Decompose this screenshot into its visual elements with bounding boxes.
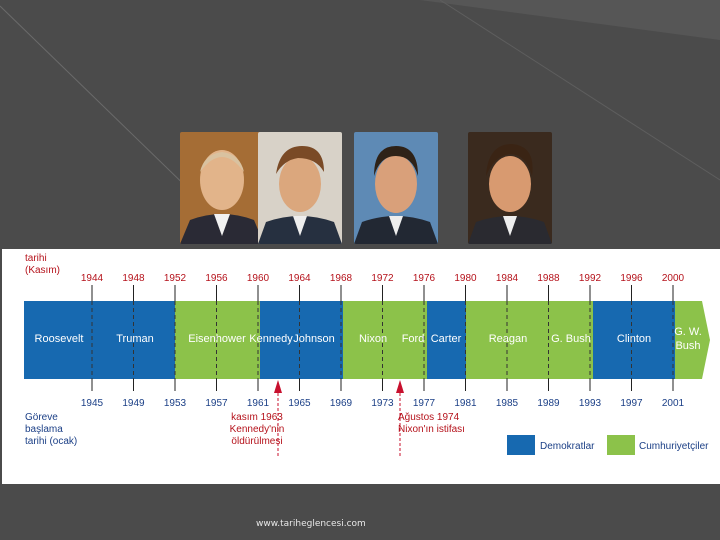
- inauguration-year-label: 1977: [413, 398, 436, 409]
- election-year-label: 1984: [496, 273, 519, 284]
- timeline-segment-8: [466, 301, 550, 379]
- portrait-eisenhower: [180, 132, 264, 244]
- portrait-reagan: [468, 132, 552, 244]
- election-year-label: 1992: [579, 273, 602, 284]
- election-year-label: 1968: [330, 273, 353, 284]
- legend-swatch-rep: [607, 435, 635, 455]
- event-kennedy-assassination: kasım 1963 Kennedy'nin öldürülmesi: [229, 412, 285, 448]
- timeline-segment-0: [24, 301, 100, 379]
- legend-swatch-dem: [507, 435, 535, 455]
- legend-label-rep: Cumhuriyetçiler: [639, 441, 709, 452]
- president-name: Kennedy: [249, 333, 293, 345]
- inauguration-year-label: 1945: [81, 398, 104, 409]
- timeline-segment-7: [427, 301, 466, 379]
- timeline-segment-2: [175, 301, 260, 379]
- footer-url[interactable]: www.tariheglencesi.com: [256, 519, 366, 529]
- timeline-segment-11: [675, 301, 710, 379]
- event-line: kasım 1963: [231, 412, 283, 423]
- timeline-segment-1: [100, 301, 175, 379]
- inauguration-year-label: 1961: [247, 398, 270, 409]
- inauguration-year-label: 1957: [205, 398, 228, 409]
- timeline-panel: 1944 1948 1952 1956 1960 1964 1968 1972 1976 1980…: [2, 249, 720, 484]
- portrait-nixon: [354, 132, 438, 244]
- legend-label-dem: Demokratlar: [540, 441, 595, 452]
- inauguration-year-label: 1965: [288, 398, 311, 409]
- president-name: Ford: [402, 333, 425, 345]
- inauguration-year-label: 1953: [164, 398, 187, 409]
- inauguration-year-label: 1981: [454, 398, 477, 409]
- president-name: Truman: [116, 333, 154, 345]
- bottom-axis-label-line: başlama: [25, 424, 63, 435]
- inauguration-year-label: 1989: [537, 398, 560, 409]
- president-name: Reagan: [489, 333, 528, 345]
- timeline-segment-9: [550, 301, 593, 379]
- election-year-label: 1952: [164, 273, 187, 284]
- inauguration-year-label: 2001: [662, 398, 685, 409]
- inauguration-year-label: 1997: [620, 398, 643, 409]
- event-marker-0: [274, 380, 282, 393]
- timeline-segment-6: [404, 301, 427, 379]
- event-line: Ağustos 1974: [398, 412, 460, 423]
- election-year-label: 1944: [81, 273, 104, 284]
- timeline-segment-3: [260, 301, 289, 379]
- timeline-segment-5: [343, 301, 404, 379]
- timeline-segment-10: [593, 301, 675, 379]
- president-name: Carter: [431, 333, 462, 345]
- president-name: Johnson: [293, 333, 335, 345]
- election-year-label: 1960: [247, 273, 270, 284]
- bottom-axis-label: Göreve başlama tarihi (ocak): [25, 412, 77, 448]
- election-year-label: 1972: [371, 273, 394, 284]
- president-name: Bush: [675, 340, 700, 352]
- event-nixon-resignation: Ağustos 1974 Nixon'ın istifası: [398, 412, 465, 436]
- election-year-label: 1948: [122, 273, 145, 284]
- inauguration-year-label: 1969: [330, 398, 353, 409]
- top-axis-label: tarihi (Kasım): [25, 253, 60, 277]
- portrait-kennedy: [258, 132, 342, 244]
- president-name: Roosevelt: [35, 333, 84, 345]
- president-name: G. Bush: [551, 333, 591, 345]
- event-line: Nixon'ın istifası: [398, 424, 465, 435]
- inauguration-year-label: 1973: [371, 398, 394, 409]
- inauguration-year-label: 1949: [122, 398, 145, 409]
- president-name: Clinton: [617, 333, 651, 345]
- bottom-axis-label-line: Göreve: [25, 412, 58, 423]
- event-marker-1: [396, 380, 404, 393]
- president-name: G. W.: [674, 326, 702, 338]
- election-year-label: 2000: [662, 273, 685, 284]
- event-line: Kennedy'nin: [229, 424, 285, 435]
- election-year-label: 1996: [620, 273, 643, 284]
- election-year-label: 1980: [454, 273, 477, 284]
- election-year-label: 1988: [537, 273, 560, 284]
- bottom-axis-label-line: tarihi (ocak): [25, 436, 78, 447]
- election-year-label: 1956: [205, 273, 228, 284]
- top-axis-label-line: tarihi: [25, 253, 47, 264]
- timeline-svg: 1944 1948 1952 1956 1960 1964 1968 1972 1976 1980…: [24, 273, 710, 457]
- president-name: Nixon: [359, 333, 387, 345]
- election-year-label: 1964: [288, 273, 311, 284]
- top-axis-label-line: (Kasım): [25, 265, 60, 276]
- president-name: Eisenhower: [188, 333, 246, 345]
- election-year-label: 1976: [413, 273, 436, 284]
- timeline-segment-4: [289, 301, 343, 379]
- event-line: öldürülmesi: [231, 436, 283, 447]
- inauguration-year-label: 1993: [579, 398, 602, 409]
- inauguration-year-label: 1985: [496, 398, 519, 409]
